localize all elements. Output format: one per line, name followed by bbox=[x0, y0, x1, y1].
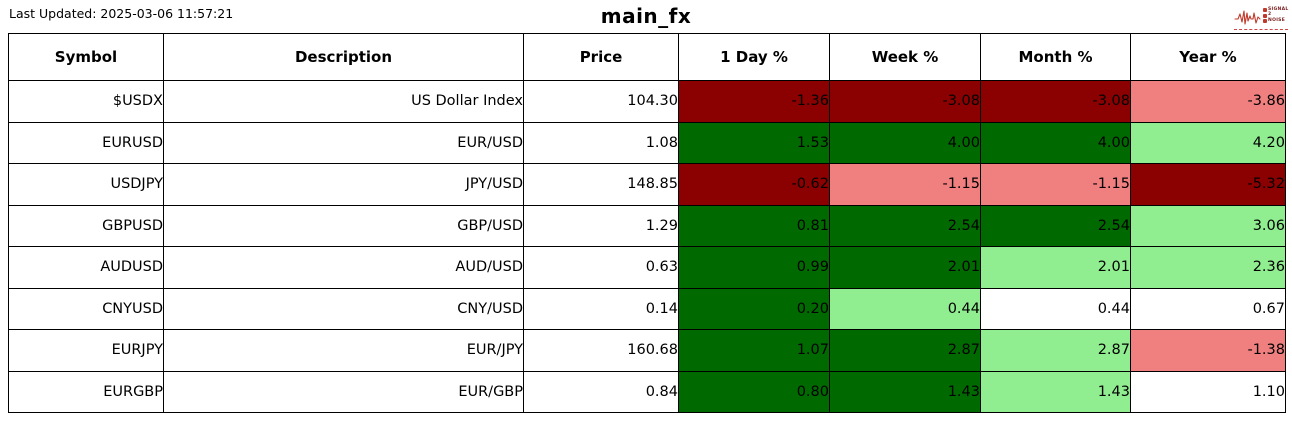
column-header-week: Week % bbox=[829, 33, 981, 81]
symbol-cell: EURJPY bbox=[8, 329, 164, 372]
page-title: main_fx bbox=[600, 4, 692, 28]
logo-line-2: 2 bbox=[1263, 13, 1289, 18]
column-header-symbol: Symbol bbox=[8, 33, 164, 81]
symbol-cell: AUDUSD bbox=[8, 246, 164, 289]
symbol-cell: CNYUSD bbox=[8, 287, 164, 330]
change-cell: 4.00 bbox=[980, 121, 1131, 164]
change-cell: -1.38 bbox=[1130, 329, 1286, 372]
change-cell: -1.15 bbox=[980, 163, 1131, 206]
change-cell: 2.01 bbox=[829, 246, 981, 289]
price-cell: 148.85 bbox=[523, 163, 679, 206]
table-row: EURGBP EUR/GBP 0.84 0.80 1.43 1.43 1.10 bbox=[8, 370, 1286, 413]
fx-table: Symbol Description Price 1 Day % Week % … bbox=[8, 33, 1286, 413]
symbol-cell: EURGBP bbox=[8, 370, 164, 413]
description-cell: GBP/USD bbox=[163, 204, 524, 247]
column-header-price: Price bbox=[523, 33, 679, 81]
table-row: AUDUSD AUD/USD 0.63 0.99 2.01 2.01 2.36 bbox=[8, 246, 1286, 289]
change-cell: 1.53 bbox=[678, 121, 830, 164]
column-header-description: Description bbox=[163, 33, 524, 81]
change-cell: -3.08 bbox=[980, 80, 1131, 123]
change-cell: 2.54 bbox=[829, 204, 981, 247]
table-row: EURUSD EUR/USD 1.08 1.53 4.00 4.00 4.20 bbox=[8, 121, 1286, 164]
signal2noise-logo: SIGNAL 2 NOISE bbox=[1234, 2, 1288, 30]
change-cell: 2.54 bbox=[980, 204, 1131, 247]
column-header-1day: 1 Day % bbox=[678, 33, 830, 81]
logo-badge-icon bbox=[1263, 8, 1267, 12]
description-cell: EUR/JPY bbox=[163, 329, 524, 372]
change-cell: 2.87 bbox=[980, 329, 1131, 372]
logo-line-signal: SIGNAL bbox=[1263, 7, 1289, 13]
price-cell: 0.84 bbox=[523, 370, 679, 413]
logo-text: SIGNAL 2 NOISE bbox=[1263, 7, 1289, 24]
change-cell: 0.44 bbox=[829, 287, 981, 330]
price-cell: 104.30 bbox=[523, 80, 679, 123]
change-cell: 4.00 bbox=[829, 121, 981, 164]
symbol-cell: EURUSD bbox=[8, 121, 164, 164]
table-row: USDJPY JPY/USD 148.85 -0.62 -1.15 -1.15 -5.32 bbox=[8, 163, 1286, 206]
symbol-cell: GBPUSD bbox=[8, 204, 164, 247]
change-cell: 1.43 bbox=[829, 370, 981, 413]
change-cell: -5.32 bbox=[1130, 163, 1286, 206]
price-cell: 0.14 bbox=[523, 287, 679, 330]
price-cell: 1.29 bbox=[523, 204, 679, 247]
description-cell: US Dollar Index bbox=[163, 80, 524, 123]
description-cell: AUD/USD bbox=[163, 246, 524, 289]
change-cell: -3.08 bbox=[829, 80, 981, 123]
logo-badge-icon bbox=[1263, 13, 1267, 18]
column-header-year: Year % bbox=[1130, 33, 1286, 81]
table-body: $USDX US Dollar Index 104.30 -1.36 -3.08 -3.0… bbox=[8, 80, 1286, 413]
table-row: $USDX US Dollar Index 104.30 -1.36 -3.08 -3.0… bbox=[8, 80, 1286, 123]
table-row: CNYUSD CNY/USD 0.14 0.20 0.44 0.44 0.67 bbox=[8, 287, 1286, 330]
change-cell: 0.20 bbox=[678, 287, 830, 330]
change-cell: 1.10 bbox=[1130, 370, 1286, 413]
top-bar: Last Updated: 2025-03-06 11:57:21 main_f… bbox=[0, 0, 1292, 33]
header-row: Symbol Description Price 1 Day % Week % … bbox=[8, 33, 1286, 81]
column-header-month: Month % bbox=[980, 33, 1131, 81]
symbol-cell: $USDX bbox=[8, 80, 164, 123]
change-cell: 0.44 bbox=[980, 287, 1131, 330]
change-cell: 4.20 bbox=[1130, 121, 1286, 164]
change-cell: 2.36 bbox=[1130, 246, 1286, 289]
logo-badge-icon bbox=[1263, 19, 1267, 23]
change-cell: 1.43 bbox=[980, 370, 1131, 413]
price-cell: 1.08 bbox=[523, 121, 679, 164]
change-cell: 1.07 bbox=[678, 329, 830, 372]
change-cell: 3.06 bbox=[1130, 204, 1286, 247]
change-cell: 0.81 bbox=[678, 204, 830, 247]
change-cell: 2.87 bbox=[829, 329, 981, 372]
description-cell: CNY/USD bbox=[163, 287, 524, 330]
table-row: EURJPY EUR/JPY 160.68 1.07 2.87 2.87 -1.38 bbox=[8, 329, 1286, 372]
logo-line-noise: NOISE bbox=[1263, 18, 1289, 24]
description-cell: JPY/USD bbox=[163, 163, 524, 206]
price-cell: 160.68 bbox=[523, 329, 679, 372]
change-cell: 0.99 bbox=[678, 246, 830, 289]
last-updated-text: Last Updated: 2025-03-06 11:57:21 bbox=[9, 6, 234, 21]
change-cell: 2.01 bbox=[980, 246, 1131, 289]
change-cell: 0.67 bbox=[1130, 287, 1286, 330]
description-cell: EUR/USD bbox=[163, 121, 524, 164]
description-cell: EUR/GBP bbox=[163, 370, 524, 413]
symbol-cell: USDJPY bbox=[8, 163, 164, 206]
change-cell: -3.86 bbox=[1130, 80, 1286, 123]
price-cell: 0.63 bbox=[523, 246, 679, 289]
waveform-icon bbox=[1234, 9, 1261, 25]
change-cell: -1.36 bbox=[678, 80, 830, 123]
table-row: GBPUSD GBP/USD 1.29 0.81 2.54 2.54 3.06 bbox=[8, 204, 1286, 247]
change-cell: -0.62 bbox=[678, 163, 830, 206]
change-cell: 0.80 bbox=[678, 370, 830, 413]
change-cell: -1.15 bbox=[829, 163, 981, 206]
